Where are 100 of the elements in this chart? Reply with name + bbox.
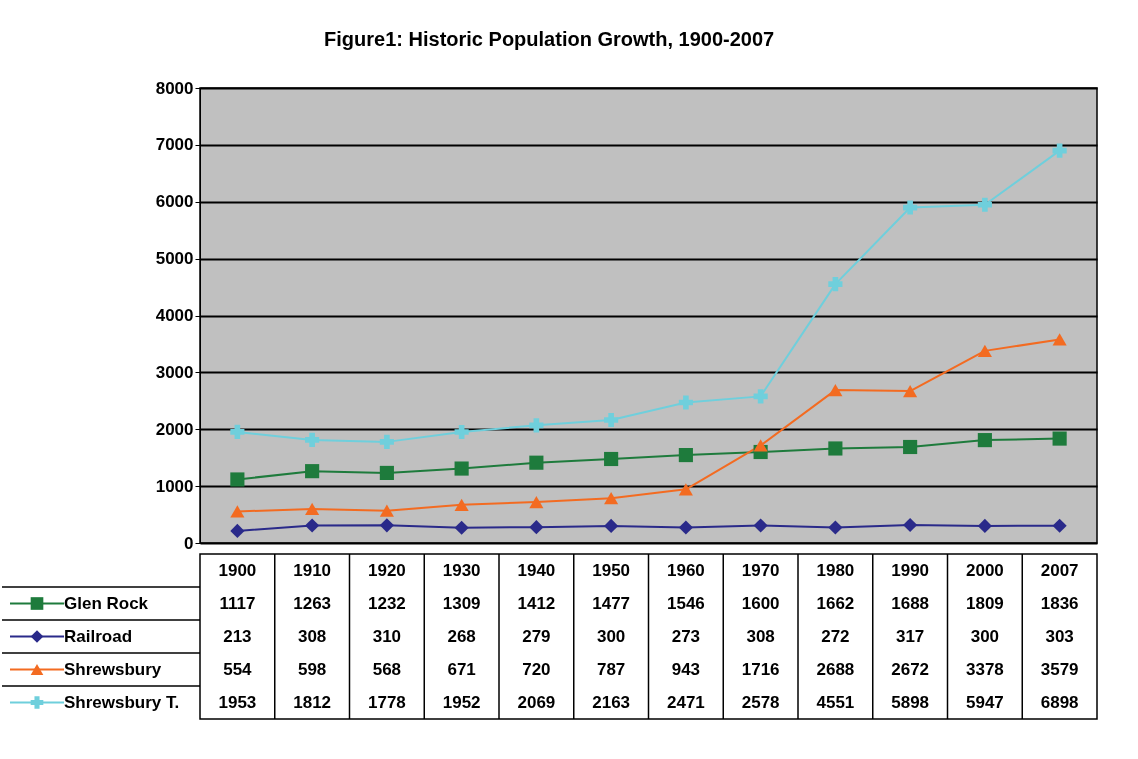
y-tick-label: 0: [184, 533, 194, 553]
x-tick-label: 1990: [891, 560, 930, 580]
x-tick-label: 1960: [666, 560, 705, 580]
data-label: 272: [821, 626, 850, 646]
point: [828, 520, 843, 535]
y-tick-label: 8000: [155, 78, 194, 98]
data-label: 1716: [741, 659, 780, 679]
data-label: 4551: [816, 692, 855, 712]
point: [903, 200, 918, 215]
data-label: 279: [522, 626, 551, 646]
x-tick-label: 1910: [293, 560, 332, 580]
data-label: 308: [297, 626, 327, 646]
data-label: 1952: [442, 692, 481, 712]
data-label: 5947: [965, 692, 1004, 712]
point: [454, 424, 469, 440]
data-label: 5898: [891, 692, 930, 712]
data-label: 1477: [592, 593, 631, 613]
point: [604, 492, 619, 505]
y-tick-label: 7000: [155, 135, 194, 155]
point: [604, 518, 619, 534]
point: [305, 502, 320, 516]
x-tick-label: 1900: [218, 560, 257, 580]
data-label: 1546: [666, 593, 705, 613]
x-tick-label: 1940: [517, 560, 556, 580]
data-label: 598: [297, 659, 327, 679]
point: [379, 504, 394, 517]
data-label: 1309: [442, 593, 481, 613]
data-label: 317: [895, 626, 925, 646]
legend-label: Railroad: [64, 626, 133, 646]
point: [529, 520, 544, 535]
point: [379, 434, 394, 449]
point: [678, 520, 693, 535]
data-label: 2069: [517, 692, 556, 712]
point: [230, 424, 245, 439]
data-label: 1412: [517, 593, 556, 613]
data-label: 1688: [891, 593, 930, 613]
y-tick-label: 3000: [155, 362, 194, 382]
data-label: 213: [223, 626, 252, 646]
data-label: 1836: [1040, 593, 1079, 613]
point: [454, 520, 469, 535]
point: [1052, 518, 1067, 533]
point: [529, 418, 544, 433]
data-label: 310: [372, 626, 402, 646]
y-tick-label: 5000: [155, 249, 194, 269]
y-tick-label: 2000: [155, 419, 194, 439]
point: [305, 464, 320, 479]
data-label: 3579: [1040, 659, 1079, 679]
x-tick-label: 1950: [592, 560, 631, 580]
point: [379, 465, 394, 480]
data-label: 1117: [219, 593, 256, 613]
data-label: 300: [596, 626, 626, 646]
point: [753, 389, 768, 404]
data-label: 303: [1045, 626, 1074, 646]
data-label: 1812: [293, 692, 332, 712]
point: [230, 472, 245, 487]
data-label: 6898: [1040, 692, 1079, 712]
point: [903, 517, 918, 533]
point: [977, 197, 992, 212]
data-label: 1778: [367, 692, 406, 712]
point: [1052, 143, 1067, 158]
point: [753, 439, 768, 452]
data-label: 2578: [741, 692, 780, 712]
point: [678, 395, 693, 410]
point: [230, 523, 245, 538]
data-label: 2688: [816, 659, 855, 679]
point: [828, 384, 843, 397]
data-label: 268: [447, 626, 476, 646]
point: [604, 412, 619, 428]
point: [977, 518, 992, 534]
data-label: 787: [596, 659, 626, 679]
data-label: 3378: [965, 659, 1004, 679]
point: [529, 455, 544, 470]
point: [305, 518, 320, 533]
point: [604, 451, 619, 467]
x-tick-label: 1920: [367, 560, 406, 580]
point: [903, 439, 918, 455]
data-label: 1600: [741, 593, 780, 613]
data-label: 1809: [965, 593, 1004, 613]
y-tick-label: 1000: [155, 476, 194, 496]
point: [305, 432, 320, 448]
x-tick-label: 1980: [816, 560, 855, 580]
point: [1052, 431, 1067, 446]
data-label: 554: [223, 659, 253, 679]
x-tick-label: 1930: [442, 560, 481, 580]
x-tick-label: 2000: [965, 560, 1004, 580]
point: [529, 495, 544, 509]
data-label: 2163: [592, 692, 631, 712]
point: [230, 505, 245, 518]
data-label: 300: [970, 626, 1000, 646]
data-label: 273: [671, 626, 701, 646]
data-label: 671: [447, 659, 476, 679]
point: [454, 498, 469, 511]
y-tick-label: 6000: [155, 192, 194, 212]
x-tick-label: 1970: [741, 560, 780, 580]
legend-label: Shrewsbury: [64, 659, 162, 679]
data-label: 1662: [816, 593, 855, 613]
point: [903, 384, 918, 398]
y-tick-label: 4000: [155, 306, 194, 325]
point: [678, 448, 693, 463]
point: [977, 344, 992, 357]
